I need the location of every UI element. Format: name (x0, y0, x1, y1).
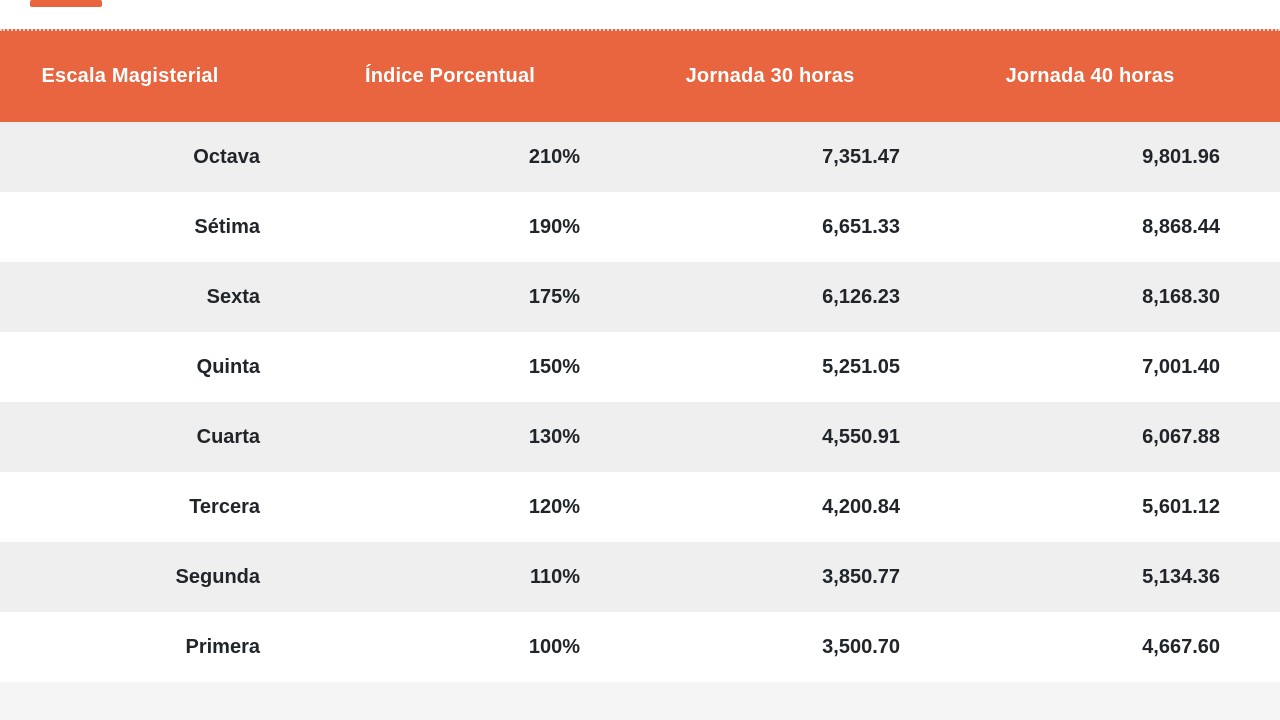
table-row: Segunda 110% 3,850.77 5,134.36 (0, 542, 1280, 612)
top-accent-dash (30, 0, 102, 7)
cell-indice: 130% (528, 425, 580, 448)
cell-indice: 120% (528, 495, 580, 518)
cell-j30: 4,550.91 (822, 425, 900, 448)
cell-j40: 6,067.88 (1142, 425, 1220, 448)
table-row: Tercera 120% 4,200.84 5,601.12 (0, 472, 1280, 542)
cell-escala: Cuarta (196, 425, 260, 448)
cell-j30: 3,500.70 (822, 635, 900, 658)
table-row: Cuarta 130% 4,550.91 6,067.88 (0, 402, 1280, 472)
cell-indice: 150% (528, 355, 580, 378)
header-cell-indice-porcentual: Índice Porcentual (364, 65, 536, 87)
cell-indice: 175% (528, 285, 580, 308)
cell-escala: Primera (185, 635, 261, 658)
cell-j40: 8,868.44 (1142, 215, 1220, 238)
cell-j30: 4,200.84 (822, 495, 900, 518)
table-row: Primera 100% 3,500.70 4,667.60 (0, 612, 1280, 682)
table-row: Quinta 150% 5,251.05 7,001.40 (0, 332, 1280, 402)
cell-indice: 100% (528, 635, 580, 658)
cell-j40: 5,601.12 (1142, 495, 1220, 518)
salary-table: Escala Magisterial Índice Porcentual Jor… (0, 29, 1280, 720)
table-header-row: Escala Magisterial Índice Porcentual Jor… (0, 29, 1280, 122)
cell-escala: Sexta (206, 285, 260, 308)
table-body: Octava 210% 7,351.47 9,801.96 Sétima 190% 6,65… (0, 122, 1280, 682)
cell-j30: 6,126.23 (822, 285, 900, 308)
table-row: Octava 210% 7,351.47 9,801.96 (0, 122, 1280, 192)
header-cell-jornada-30-horas: Jornada 30 horas (685, 65, 855, 87)
cell-escala: Tercera (189, 495, 260, 518)
cell-escala: Segunda (175, 565, 260, 588)
table-row: Sétima 190% 6,651.33 8,868.44 (0, 192, 1280, 262)
table-bottom-partial-row (0, 682, 1280, 720)
cell-j30: 7,351.47 (822, 145, 900, 168)
cell-j40: 8,168.30 (1142, 285, 1220, 308)
cell-escala: Sétima (194, 215, 260, 238)
cell-j40: 9,801.96 (1142, 145, 1220, 168)
cell-indice: 190% (528, 215, 580, 238)
cell-escala: Quinta (196, 355, 260, 378)
header-cell-escala-magisterial: Escala Magisterial (41, 65, 219, 87)
cell-j30: 5,251.05 (822, 355, 900, 378)
table-row: Sexta 175% 6,126.23 8,168.30 (0, 262, 1280, 332)
cell-j30: 6,651.33 (822, 215, 900, 238)
cell-j40: 7,001.40 (1142, 355, 1220, 378)
cell-indice: 110% (529, 565, 580, 588)
cell-indice: 210% (528, 145, 580, 168)
cell-j40: 5,134.36 (1142, 565, 1220, 588)
header-cell-jornada-40-horas: Jornada 40 horas (1005, 65, 1175, 87)
cell-j30: 3,850.77 (822, 565, 900, 588)
cell-escala: Octava (193, 145, 260, 168)
cell-j40: 4,667.60 (1142, 635, 1220, 658)
